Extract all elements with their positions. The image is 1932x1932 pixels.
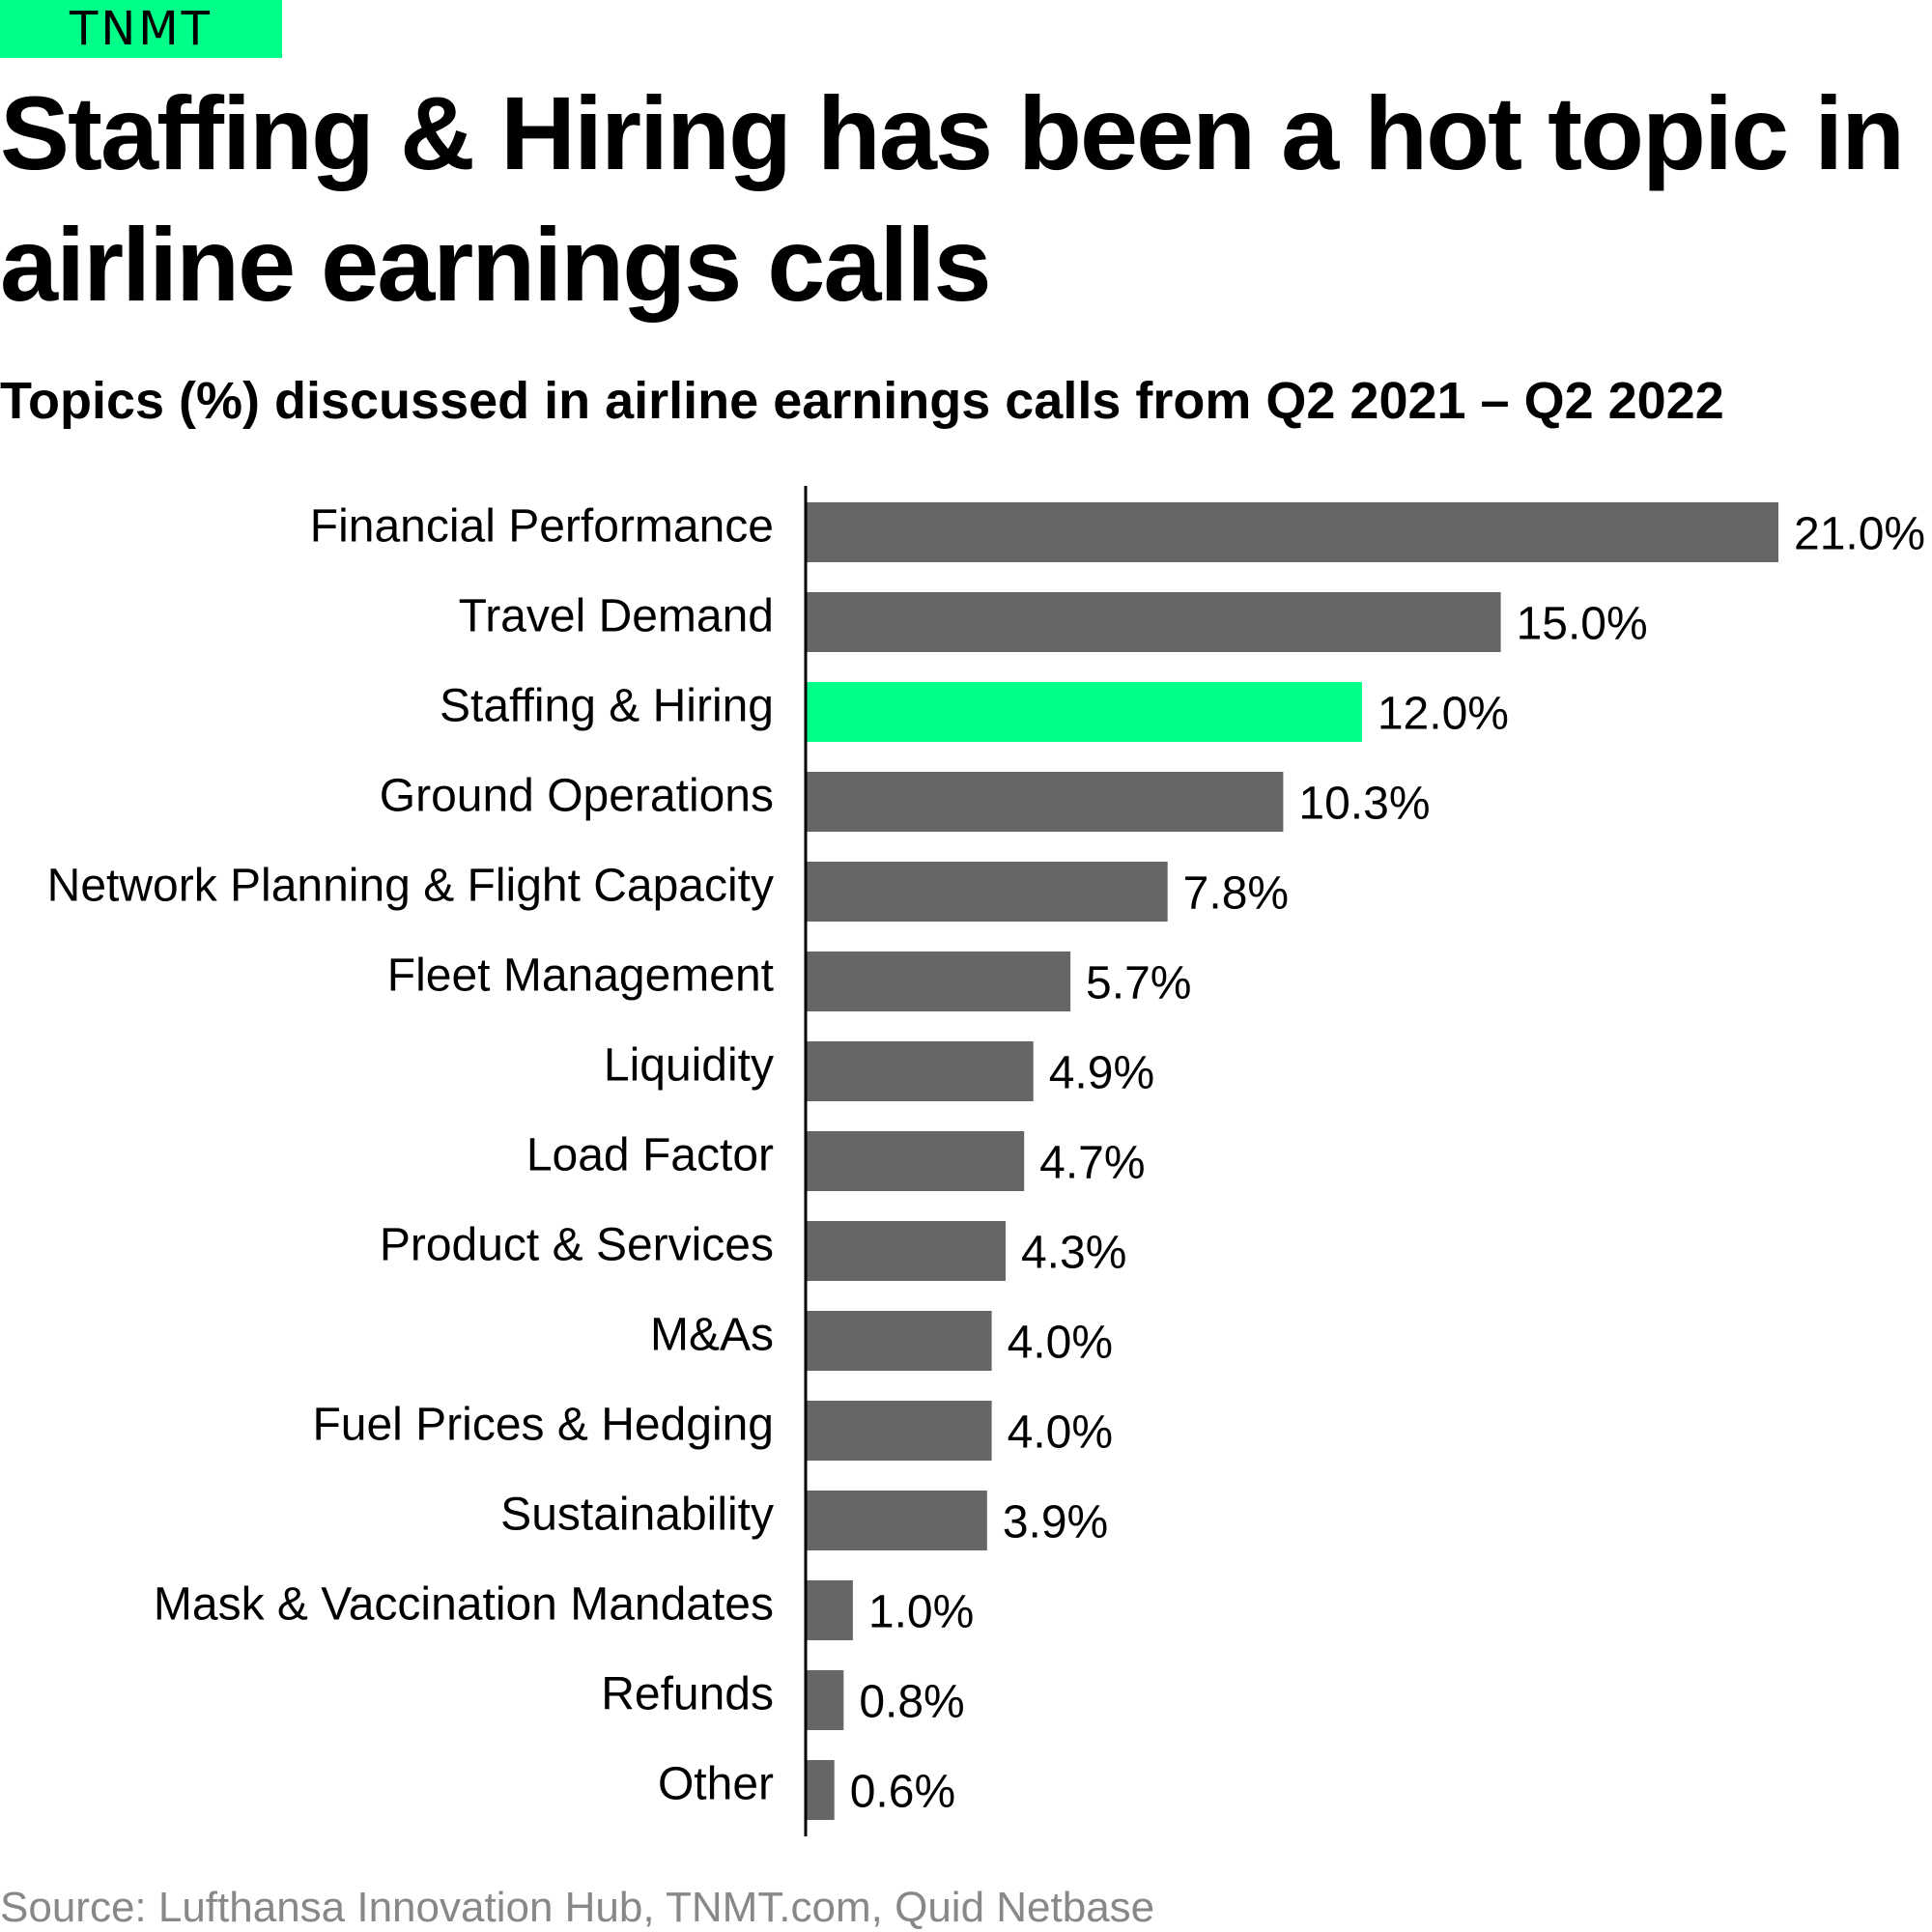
value-label: 4.0% bbox=[1008, 1318, 1113, 1369]
value-label: 5.7% bbox=[1086, 958, 1191, 1009]
chart-title: Staffing & Hiring has been a hot topic i… bbox=[0, 74, 1905, 323]
value-label: 15.0% bbox=[1517, 599, 1648, 650]
value-label: 10.3% bbox=[1298, 779, 1430, 830]
value-label: 1.0% bbox=[868, 1587, 974, 1638]
value-label: 4.7% bbox=[1039, 1138, 1145, 1189]
bar bbox=[807, 1311, 992, 1371]
value-label: 0.8% bbox=[859, 1677, 964, 1728]
category-label: Fleet Management bbox=[387, 951, 774, 1002]
brand-logo: TNMT bbox=[0, 0, 282, 58]
category-label: Fuel Prices & Hedging bbox=[312, 1400, 774, 1451]
bar bbox=[807, 1041, 1034, 1101]
value-label: 0.6% bbox=[850, 1767, 955, 1818]
bar bbox=[807, 1131, 1025, 1191]
bar bbox=[807, 1221, 1006, 1281]
source-note: Source: Lufthansa Innovation Hub, TNMT.c… bbox=[0, 1884, 1155, 1931]
bar bbox=[807, 1670, 844, 1730]
logo-text: TNMT bbox=[70, 2, 213, 56]
category-label: Travel Demand bbox=[459, 591, 774, 642]
chart-subtitle: Topics (%) discussed in airline earnings… bbox=[0, 372, 1724, 430]
category-label: Staffing & Hiring bbox=[440, 681, 774, 732]
bar bbox=[807, 592, 1501, 652]
bar bbox=[807, 862, 1168, 922]
value-label: 4.3% bbox=[1021, 1228, 1126, 1279]
bar bbox=[807, 952, 1071, 1011]
bar bbox=[807, 1760, 835, 1820]
bar-chart: Financial Performance 21.0% Travel Demand 1… bbox=[47, 486, 1925, 1836]
bar bbox=[807, 1401, 992, 1461]
category-label: M&As bbox=[650, 1310, 774, 1361]
category-label: Product & Services bbox=[380, 1220, 774, 1271]
value-label: 3.9% bbox=[1003, 1497, 1108, 1548]
value-label: 4.0% bbox=[1008, 1407, 1113, 1459]
bar bbox=[807, 1491, 987, 1550]
category-label: Refunds bbox=[601, 1669, 774, 1720]
bar bbox=[807, 1580, 853, 1640]
category-label: Financial Performance bbox=[310, 501, 774, 553]
bar bbox=[807, 502, 1778, 562]
category-label: Ground Operations bbox=[380, 771, 774, 822]
category-label: Mask & Vaccination Mandates bbox=[154, 1579, 774, 1631]
category-label: Network Planning & Flight Capacity bbox=[47, 861, 774, 912]
category-label: Load Factor bbox=[526, 1130, 774, 1181]
category-label: Sustainability bbox=[500, 1490, 774, 1541]
category-label: Other bbox=[658, 1759, 774, 1810]
logo-background bbox=[0, 0, 282, 58]
category-label: Liquidity bbox=[604, 1040, 774, 1092]
value-label: 4.9% bbox=[1049, 1048, 1154, 1099]
value-label: 7.8% bbox=[1183, 868, 1289, 920]
value-label: 21.0% bbox=[1794, 509, 1925, 560]
bar bbox=[807, 772, 1284, 832]
value-label: 12.0% bbox=[1378, 689, 1509, 740]
bar bbox=[807, 682, 1362, 742]
